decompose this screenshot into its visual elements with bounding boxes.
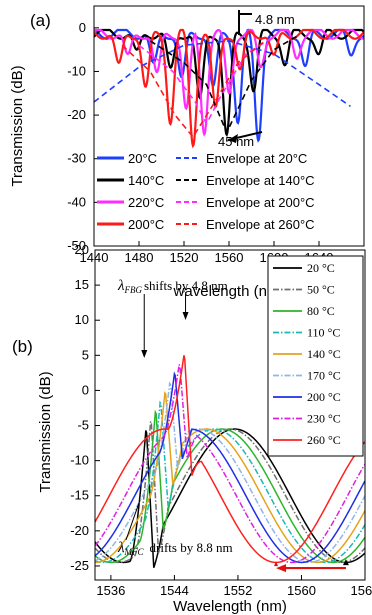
legend-label-200-c: 200 °C [307,390,341,404]
panel-a-series [94,28,364,149]
annotation-label: λFBG shifts by 4.8 nm [117,278,228,295]
legend-label-envelope-at-260-c: Envelope at 260°C [206,217,315,232]
panel-b-ytick-label: 15 [75,277,89,292]
panel-b-xtick-label: 1552 [223,583,252,598]
legend-label-envelope-at-20-c: Envelope at 20°C [206,151,307,166]
legend-label-envelope-at-140-c: Envelope at 140°C [206,173,315,188]
legend-label-140-c: 140°C [128,173,164,188]
panel-b: (b) 1536 1544 1552 1560 1568 20 15 10 5 0 -5 -10 -15… [12,242,372,615]
panel-b-xtick-label: 1544 [160,583,189,598]
panel-b-annotations: λFBG shifts by 4.8 nm λMFC drifts by 8.8 nm [117,278,349,573]
legend-label-80-c: 80 °C [307,304,335,318]
series-200-c [95,371,365,564]
series-260-c [95,355,365,564]
panel-b-plot-frame [94,249,366,581]
series-140-c [95,391,365,564]
panel-b-label: (b) [12,337,33,356]
legend-label-170-c: 170 °C [307,369,341,383]
series-230-c [95,364,365,564]
panel-b-ytick-label: 20 [75,242,89,257]
series-envelope-at-20-c [94,40,351,108]
drift-arrowhead [276,564,287,573]
panel-a-label: (a) [30,11,51,30]
legend-label-50-c: 50 °C [307,283,335,297]
legend-label-envelope-at-200-c: Envelope at 200°C [206,195,315,210]
panel-b-ytick-label: -20 [70,523,89,538]
panel-b-legend: 20 °C 50 °C 80 °C 110 °C 140 °C 170 °C 200 °C 2… [267,255,364,457]
legend-label-260-c: 260 °C [307,433,341,447]
legend-label-110-c: 110 °C [307,326,340,340]
annotation-label: 4.8 nm [255,12,295,27]
mfc-marker-20 [342,559,349,566]
legend-box [267,255,364,457]
series-envelope-at-200-c [138,35,275,126]
panel-a-xtick-label: 1560 [215,250,244,265]
panel-a-ytick-label: -10 [67,63,86,78]
panel-b-xlabel: Wavelength (nm) [173,598,287,615]
legend-label-140-c: 140 °C [307,347,341,361]
panel-b-ylabel: Transmission (dB) [37,371,54,492]
legend-label-20-c: 20°C [128,151,157,166]
annotation-label: 45 nm [218,134,254,149]
panel-a-xtick-label: 1520 [170,250,199,265]
annotation-label: λMFC drifts by 8.8 nm [117,540,233,557]
panel-b-ytick-label: -15 [70,488,89,503]
annotation-arrowhead [228,134,238,143]
panel-a-ytick-label: -50 [67,238,86,253]
panel-a-xlabel: wavelength (nm) [173,283,285,300]
panel-a-xtick-label: 1480 [125,250,154,265]
panel-b-ytick-label: 10 [75,312,89,327]
series-envelope-at-260-c [121,40,266,139]
panel-b-ytick-label: -5 [77,418,89,433]
panel-a-ytick-label: 0 [79,20,86,35]
series-80-c [95,409,365,564]
panel-b-ytick-label: 0 [82,382,89,397]
legend-label-230-c: 230 °C [307,412,341,426]
series-envelope-at-140-c [149,35,297,135]
panel-b-xtick-label: 1560 [287,583,316,598]
panel-a-ytick-label: -20 [67,107,86,122]
legend-label-220-c: 220°C [128,195,164,210]
panel-a-xtick-label: 1440 [80,250,109,265]
panel-a-legend: 20°C 140°C 220°C 200°C Envelope at 20°C Envel… [97,151,315,232]
annotation-arrowhead [182,312,189,320]
panel-a-annotations: 4.8 nm 45 nm [218,10,295,149]
annotation-arrow [125,499,141,541]
mfc-marker-260 [274,561,279,567]
panel-b-ytick-label: -10 [70,453,89,468]
panel-b-xtick-label: 1536 [96,583,125,598]
panel-a-ytick-label: -40 [67,194,86,209]
legend-label-20-c: 20 °C [307,261,335,275]
legend-label-200-c: 200°C [128,217,164,232]
annotation-arrowhead [141,350,148,358]
panel-b-xtick-label: 1568 [351,583,372,598]
panel-b-ytick-label: 5 [82,347,89,362]
panel-b-series [95,355,365,568]
panel-a-ylabel: Transmission (dB) [9,65,26,186]
series-220-c [94,28,364,137]
panel-b-ticks: 1536 1544 1552 1560 1568 20 15 10 5 0 -5 -10 -15 -20 -… [70,242,372,598]
panel-b-ytick-label: -25 [70,558,89,573]
panel-a-ytick-label: -30 [67,151,86,166]
